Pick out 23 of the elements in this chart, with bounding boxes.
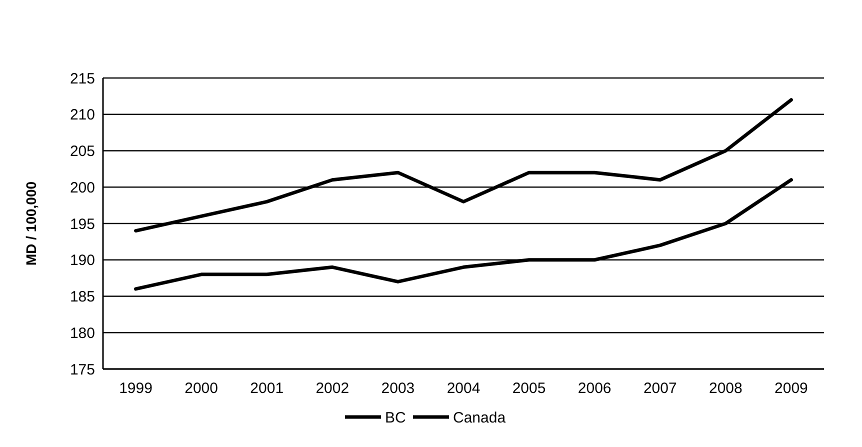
x-tick-label: 2006 xyxy=(578,380,612,397)
y-tick-label: 205 xyxy=(70,143,95,160)
y-tick-label: 200 xyxy=(70,179,95,196)
x-tick-label: 2004 xyxy=(446,380,480,397)
y-tick-label: 195 xyxy=(70,216,95,233)
x-tick-label: 2000 xyxy=(184,380,218,397)
y-tick-label: 210 xyxy=(70,106,95,124)
x-tick-label: 2008 xyxy=(708,380,742,397)
legend-label: Canada xyxy=(453,409,506,426)
x-tick-label: 2009 xyxy=(774,380,808,397)
x-tick-label: 2003 xyxy=(381,380,415,397)
y-axis-title: MD / 100,000 xyxy=(23,181,39,266)
y-tick-label: 215 xyxy=(70,70,95,88)
y-tick-label: 180 xyxy=(70,324,95,342)
y-tick-label: 175 xyxy=(70,361,95,378)
legend-label: BC xyxy=(385,409,406,426)
x-tick-label: 2001 xyxy=(250,380,284,397)
x-tick-label: 2007 xyxy=(643,380,677,397)
x-tick-label: 2005 xyxy=(512,380,546,397)
y-tick-label: 190 xyxy=(70,252,95,270)
x-tick-label: 2002 xyxy=(316,380,350,397)
x-tick-label: 1999 xyxy=(119,380,152,397)
y-tick-label: 185 xyxy=(70,288,95,306)
